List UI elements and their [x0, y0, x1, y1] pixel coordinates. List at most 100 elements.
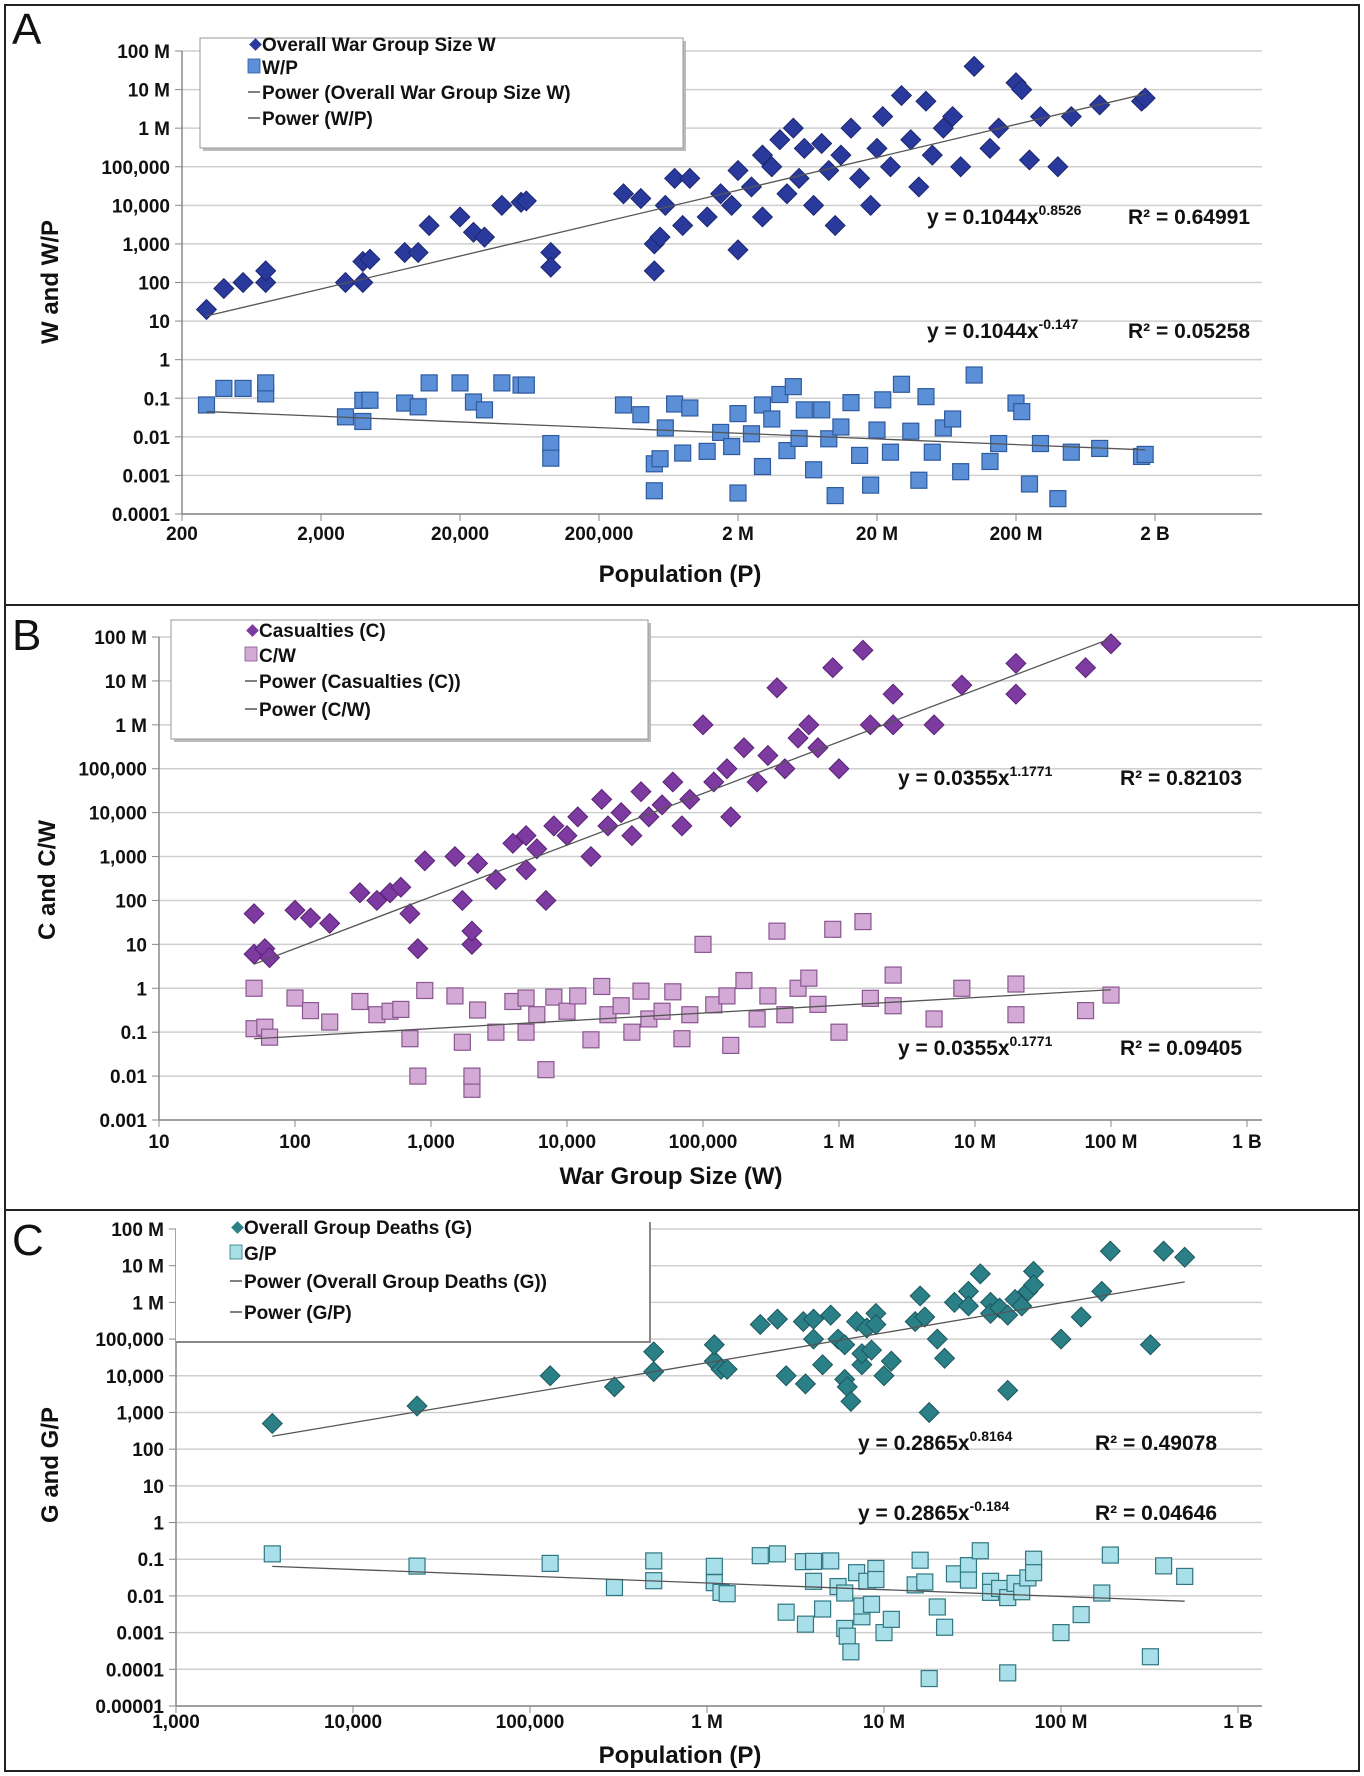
y-tick-label: 100 M	[117, 42, 170, 63]
data-point-square	[776, 1006, 794, 1024]
y-tick-label: 100,000	[101, 158, 170, 179]
data-point-square	[401, 1030, 419, 1048]
data-point-square	[916, 1573, 934, 1591]
data-point-diamond	[679, 167, 701, 189]
y-axis-title: W and W/P	[37, 220, 64, 344]
equation-exponent: 1.1771	[1010, 763, 1053, 779]
data-point-diamond	[540, 256, 562, 278]
data-point-diamond	[299, 907, 322, 929]
data-point-square	[623, 1023, 641, 1041]
data-point-square	[832, 418, 850, 436]
data-point-square	[814, 1600, 832, 1618]
equation-exponent: -0.147	[1039, 316, 1079, 332]
legend-entry: Power (Casualties (C))	[259, 672, 461, 693]
x-tick-label: 20 M	[856, 524, 898, 545]
data-point-diamond	[692, 714, 714, 736]
data-point-diamond	[932, 117, 954, 139]
data-point-square	[753, 396, 772, 414]
equation-exponent: 0.8526	[1039, 202, 1082, 218]
data-point-square	[910, 471, 928, 489]
data-point-diamond	[782, 117, 804, 139]
x-tick-label: 1,000	[407, 1132, 455, 1153]
data-point-diamond	[851, 1354, 873, 1376]
data-point-square	[768, 922, 786, 940]
data-point-diamond	[811, 132, 833, 155]
data-point-square	[784, 378, 802, 396]
data-point-diamond	[352, 271, 374, 294]
trendline	[206, 410, 1146, 451]
y-tick-label: 10,000	[89, 804, 147, 825]
x-tick-label: 200,000	[565, 524, 634, 545]
data-point-square	[517, 989, 535, 1007]
y-tick-label: 1	[159, 351, 170, 372]
data-point-diamond	[466, 852, 489, 874]
data-point-square	[1102, 986, 1120, 1004]
data-point-diamond	[451, 889, 473, 912]
legend-entry: Overall War Group Size W	[262, 35, 496, 56]
equation-exponent: 0.8164	[970, 1428, 1013, 1444]
data-point-diamond	[914, 1306, 936, 1328]
equation-base: y = 0.1044x	[927, 320, 1039, 343]
data-point-diamond	[1100, 633, 1122, 655]
data-point-diamond	[1139, 1334, 1162, 1356]
data-point-square	[920, 1669, 938, 1688]
data-point-diamond	[1091, 1280, 1113, 1302]
data-point-diamond	[859, 714, 881, 736]
trendline-equation: y = 0.0355x0.1771	[898, 1033, 1053, 1060]
data-point-square	[612, 997, 630, 1015]
data-point-diamond	[526, 838, 548, 860]
data-point-diamond	[860, 1339, 883, 1361]
legend: Overall War Group Size WW/P Power (Overal…	[199, 35, 686, 151]
data-point-diamond	[720, 806, 742, 828]
data-point-diamond	[407, 938, 429, 960]
data-point-square	[722, 1036, 740, 1054]
y-tick-label: 10,000	[106, 1367, 164, 1388]
data-point-diamond	[630, 187, 652, 210]
data-point-diamond	[950, 156, 972, 178]
y-tick-label: 10 M	[122, 1257, 164, 1278]
legend-entry: Power (Overall War Group Size W)	[262, 83, 571, 104]
data-point-square	[763, 410, 781, 428]
data-point-square	[936, 1618, 954, 1636]
x-tick-label: 10	[148, 1132, 169, 1153]
trendline-equation: y = 0.1044x0.8526	[927, 202, 1082, 229]
y-tick-label: 0.00001	[95, 1697, 164, 1718]
y-tick-label: 0.1	[121, 1023, 148, 1044]
y-tick-label: 1	[136, 979, 147, 1000]
data-point-square	[517, 376, 535, 394]
data-point-diamond	[1005, 652, 1027, 675]
x-axis-title: War Group Size (W)	[559, 1163, 782, 1190]
data-point-square	[351, 992, 369, 1011]
data-point-diamond	[716, 1358, 738, 1380]
equation-exponent: 0.1771	[1010, 1033, 1053, 1049]
data-point-square	[614, 396, 633, 414]
data-point-square	[446, 987, 464, 1005]
data-point-diamond	[882, 714, 904, 736]
data-point-diamond	[621, 824, 643, 847]
data-point-square	[874, 391, 892, 409]
data-point-diamond	[812, 1354, 834, 1376]
data-point-diamond	[543, 815, 565, 837]
data-point-diamond	[461, 933, 483, 955]
data-point-square	[493, 374, 511, 392]
data-point-diamond	[535, 889, 557, 912]
data-point-diamond	[822, 657, 844, 679]
data-point-square	[1020, 475, 1039, 493]
legend-entry: Power (Overall Group Deaths (G))	[244, 1272, 547, 1293]
data-point-square	[475, 401, 494, 419]
data-point-diamond	[515, 859, 537, 881]
data-point-diamond	[255, 271, 277, 294]
data-point-diamond	[407, 241, 429, 264]
data-point-square	[959, 1571, 978, 1589]
data-point-diamond	[597, 815, 619, 837]
data-point-diamond	[255, 260, 277, 282]
x-tick-label: 100 M	[1035, 1712, 1088, 1733]
data-point-square	[851, 446, 869, 465]
data-point-square	[409, 398, 427, 416]
data-point-square	[854, 912, 872, 931]
data-point-diamond	[751, 144, 774, 166]
data-point-diamond	[1050, 1328, 1072, 1350]
data-point-square	[301, 1002, 320, 1020]
equation-base: y = 0.0355x	[898, 767, 1010, 790]
